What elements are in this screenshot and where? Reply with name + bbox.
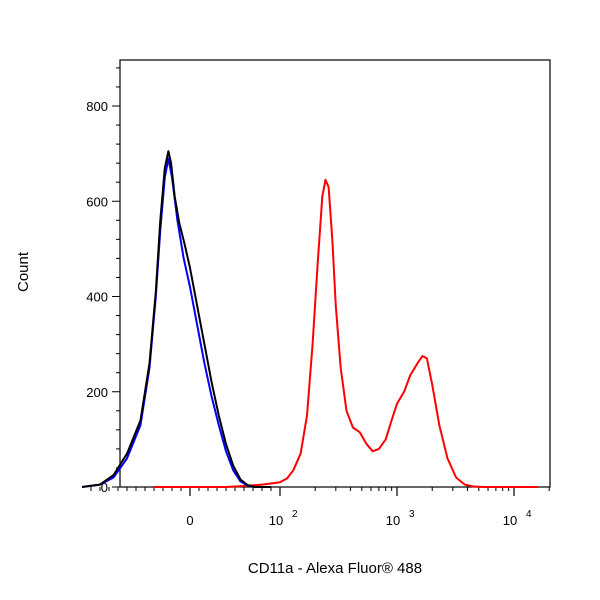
y-tick-label: 800 — [86, 99, 108, 114]
x-tick-label: 10 3 — [386, 509, 415, 528]
y-tick-label: 200 — [86, 385, 108, 400]
x-tick-base: 10 — [503, 513, 517, 528]
x-tick-base: 10 — [269, 513, 283, 528]
plot-frame — [119, 59, 551, 488]
series-line-1 — [81, 157, 271, 488]
x-axis-title: CD11a - Alexa Fluor® 488 — [248, 560, 422, 577]
x-tick-base: 0 — [186, 513, 193, 528]
x-tick-base: 10 — [386, 513, 400, 528]
x-tick-label: 10 4 — [503, 509, 532, 528]
y-axis: 0 200 400 600 800 — [86, 67, 120, 495]
x-tick-label: 0 — [186, 513, 193, 528]
x-tick-label: 10 2 — [269, 509, 298, 528]
y-tick-label: 400 — [86, 290, 108, 305]
series-line-0 — [154, 178, 538, 488]
y-axis-title: Count — [15, 251, 32, 292]
y-tick-label: 600 — [86, 194, 108, 209]
y-tick-label: 0 — [101, 480, 108, 495]
x-tick-exponent: 2 — [292, 509, 298, 520]
x-axis: 0 10 2 10 3 10 4 — [90, 487, 550, 528]
x-tick-exponent: 4 — [526, 509, 532, 520]
series-line-2 — [81, 150, 271, 488]
x-tick-exponent: 3 — [409, 509, 415, 520]
plot-border — [119, 59, 551, 488]
series-layer — [81, 150, 538, 488]
